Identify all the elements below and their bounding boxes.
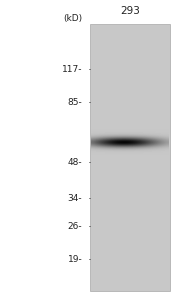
Bar <box>90 24 170 291</box>
Text: 19-: 19- <box>68 255 82 264</box>
Text: 117-: 117- <box>62 64 82 74</box>
Text: 85-: 85- <box>68 98 82 107</box>
Text: 48-: 48- <box>68 158 82 167</box>
Text: 293: 293 <box>120 7 140 16</box>
Text: (kD): (kD) <box>63 14 82 22</box>
Text: 26-: 26- <box>68 222 82 231</box>
Text: 34-: 34- <box>68 194 82 203</box>
